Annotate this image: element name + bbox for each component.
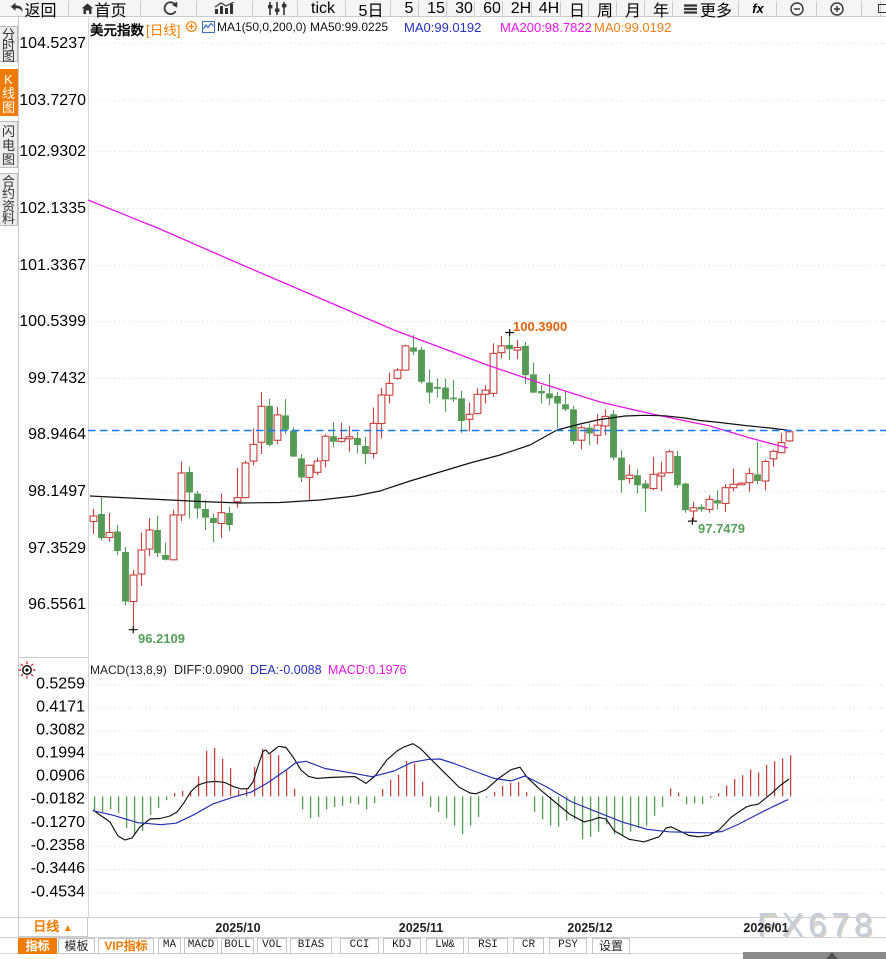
svg-text:96.2109: 96.2109 <box>138 631 185 646</box>
svg-text:0.4171: 0.4171 <box>36 699 85 716</box>
svg-text:96.5561: 96.5561 <box>28 596 86 613</box>
svg-text:0.1994: 0.1994 <box>36 745 85 762</box>
svg-text:-0.0182: -0.0182 <box>31 791 85 808</box>
svg-text:98.9464: 98.9464 <box>28 426 86 443</box>
svg-text:99.7432: 99.7432 <box>28 370 86 387</box>
svg-text:97.3529: 97.3529 <box>28 540 86 557</box>
svg-text:100.3900: 100.3900 <box>513 319 567 334</box>
svg-text:-0.3446: -0.3446 <box>31 860 85 877</box>
svg-text:0.3082: 0.3082 <box>36 722 85 739</box>
svg-text:97.7479: 97.7479 <box>698 521 745 536</box>
svg-text:-0.1270: -0.1270 <box>31 814 85 831</box>
svg-text:-0.4534: -0.4534 <box>31 884 85 901</box>
svg-text:102.1335: 102.1335 <box>19 200 86 217</box>
svg-text:102.9302: 102.9302 <box>19 143 86 160</box>
svg-text:100.5399: 100.5399 <box>19 313 86 330</box>
svg-text:98.1497: 98.1497 <box>28 483 86 500</box>
svg-text:0.0906: 0.0906 <box>36 768 85 785</box>
svg-text:0.5259: 0.5259 <box>36 676 85 693</box>
svg-text:104.5237: 104.5237 <box>19 35 86 52</box>
svg-text:-0.2358: -0.2358 <box>31 837 85 854</box>
svg-text:101.3367: 101.3367 <box>19 257 86 274</box>
svg-text:103.7270: 103.7270 <box>19 92 86 109</box>
